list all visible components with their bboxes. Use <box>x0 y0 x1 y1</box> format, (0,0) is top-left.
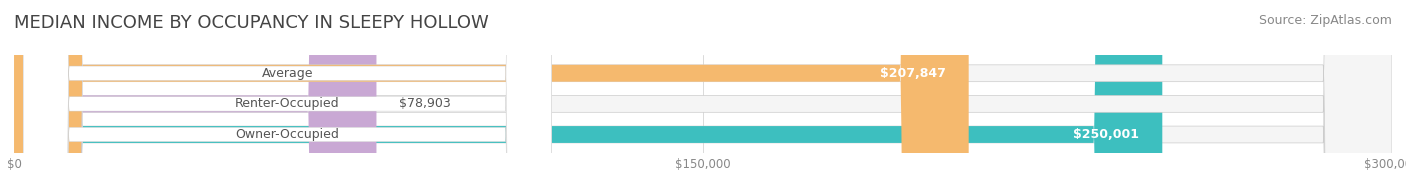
Text: MEDIAN INCOME BY OCCUPANCY IN SLEEPY HOLLOW: MEDIAN INCOME BY OCCUPANCY IN SLEEPY HOL… <box>14 14 489 32</box>
FancyBboxPatch shape <box>14 0 377 196</box>
FancyBboxPatch shape <box>24 0 551 196</box>
FancyBboxPatch shape <box>14 0 1392 196</box>
FancyBboxPatch shape <box>14 0 969 196</box>
FancyBboxPatch shape <box>14 0 1392 196</box>
FancyBboxPatch shape <box>24 0 551 196</box>
Text: $250,001: $250,001 <box>1073 128 1139 141</box>
Text: Source: ZipAtlas.com: Source: ZipAtlas.com <box>1258 14 1392 27</box>
Text: Renter-Occupied: Renter-Occupied <box>235 97 340 110</box>
Text: $78,903: $78,903 <box>399 97 451 110</box>
Text: $207,847: $207,847 <box>880 67 946 80</box>
Text: Average: Average <box>262 67 314 80</box>
FancyBboxPatch shape <box>14 0 1163 196</box>
Text: Owner-Occupied: Owner-Occupied <box>235 128 339 141</box>
FancyBboxPatch shape <box>14 0 1392 196</box>
FancyBboxPatch shape <box>24 0 551 196</box>
